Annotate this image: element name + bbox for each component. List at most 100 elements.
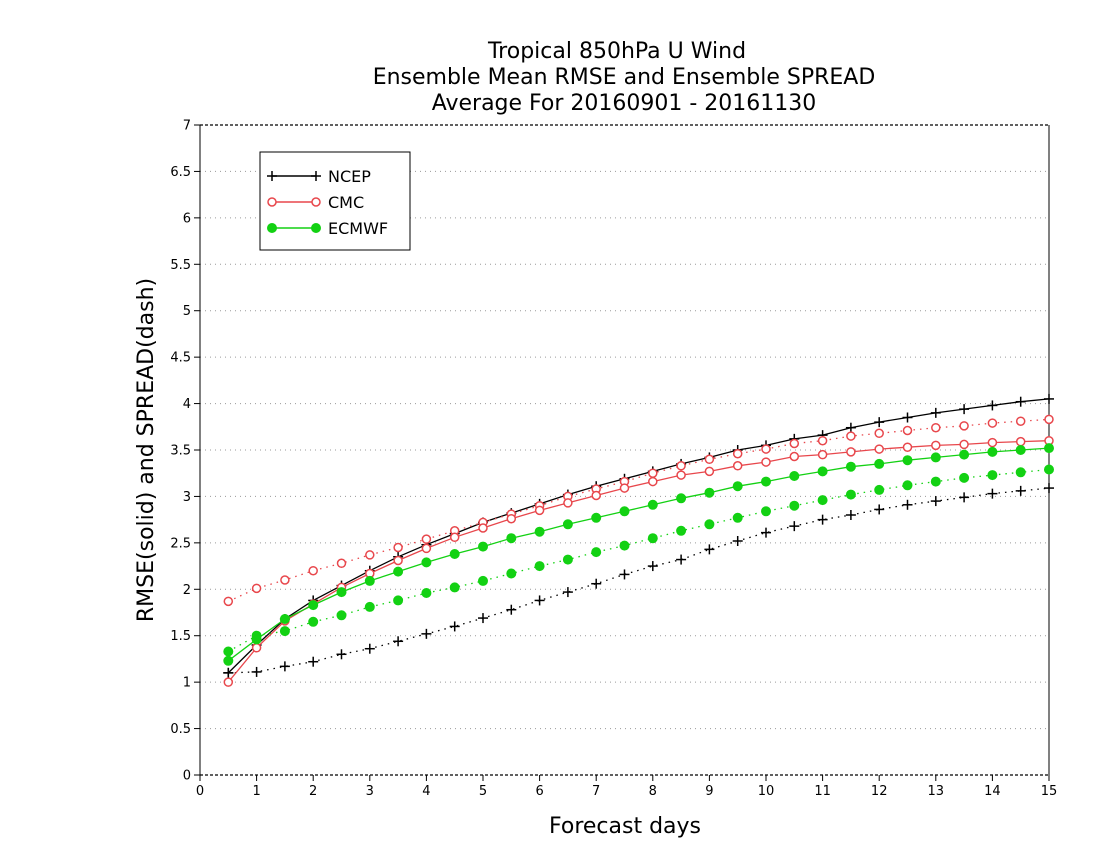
ncep-spread-point-9 [478, 613, 488, 624]
cmc-spread-point-20 [789, 438, 800, 449]
y-tick-label-6: 3 [183, 490, 191, 505]
y-tick-label-5: 2.5 [170, 536, 191, 551]
cmc-spread-point-22 [846, 431, 856, 441]
cmc-spread-point-5 [365, 550, 375, 560]
ecmwf-rmse-point-4 [336, 587, 347, 598]
ncep-rmse-point-27 [987, 400, 998, 411]
ncep-spread-point-13 [591, 578, 602, 589]
cmc-rmse-point-26 [959, 439, 969, 450]
cmc-spread-point-0 [223, 596, 234, 607]
x-tick-label-14: 14 [984, 784, 1001, 799]
ecmwf-rmse-point-21 [817, 466, 828, 477]
cmc-rmse-point-6 [393, 555, 403, 566]
ecmwf-rmse-point-22 [845, 461, 856, 472]
cmc-spread-line [228, 418, 1050, 602]
ecmwf-rmse-point-8 [449, 549, 460, 559]
ncep-rmse-point-26 [959, 404, 970, 415]
cmc-rmse-point-9 [478, 523, 488, 533]
x-tick-label-9: 9 [705, 784, 713, 799]
ecmwf-rmse-point-29 [1044, 443, 1054, 454]
ecmwf-rmse-point-16 [676, 493, 687, 504]
y-tick-label-2: 1 [183, 676, 191, 691]
cmc-rmse-point-16 [676, 470, 686, 480]
ncep-spread-point-24 [902, 499, 913, 510]
cmc-rmse-point-19 [761, 457, 771, 467]
ncep-spread-point-28 [1015, 485, 1026, 496]
ncep-rmse-point-22 [845, 422, 856, 433]
ncep-spread-point-22 [845, 510, 856, 520]
cmc-rmse-point-11 [534, 505, 545, 516]
legend-label-ecmwf: ECMWF [328, 219, 388, 238]
ncep-spread-point-14 [619, 569, 630, 580]
ecmwf-rmse-point-17 [704, 487, 715, 498]
cmc-rmse-point-12 [563, 498, 573, 508]
legend: NCEP CMC ECMWF [259, 151, 411, 251]
ncep-spread-point-3 [308, 656, 319, 667]
x-tick-label-2: 2 [309, 784, 317, 799]
legend-label-ncep: NCEP [328, 167, 371, 186]
cmc-spread-point-29 [1044, 414, 1054, 425]
y-tick-label-12: 6 [183, 211, 191, 226]
x-tick-label-13: 13 [928, 784, 945, 799]
ecmwf-spread-point-2 [279, 626, 290, 637]
cmc-spread-point-19 [761, 444, 771, 454]
y-tick-label-9: 4.5 [170, 351, 191, 366]
ncep-spread-point-15 [647, 561, 658, 572]
ecmwf-rmse-point-25 [930, 452, 941, 463]
ncep-spread-point-2 [279, 661, 290, 672]
cmc-spread-point-7 [421, 534, 432, 544]
x-tick-label-8: 8 [649, 784, 657, 799]
cmc-spread-point-17 [704, 454, 715, 465]
x-tick-label-6: 6 [535, 784, 543, 799]
ncep-spread-point-11 [534, 595, 545, 606]
ecmwf-spread-point-10 [506, 568, 517, 579]
ecmwf-rmse-point-2 [279, 614, 290, 624]
x-tick-label-11: 11 [814, 784, 831, 799]
ecmwf-rmse-point-27 [987, 446, 998, 457]
cmc-spread-point-3 [308, 565, 318, 576]
series-layer [223, 393, 1054, 687]
ncep-spread-point-27 [987, 488, 998, 499]
cmc-spread-point-4 [336, 558, 347, 569]
cmc-spread-point-28 [1015, 416, 1026, 426]
y-tick-label-1: 0.5 [170, 722, 191, 737]
ecmwf-rmse-point-18 [732, 481, 743, 492]
cmc-rmse-point-25 [931, 440, 941, 451]
legend-marker-ncep-right [311, 171, 321, 181]
cmc-spread-point-1 [251, 583, 262, 594]
y-tick-label-11: 5.5 [170, 258, 191, 273]
ecmwf-spread-point-23 [874, 484, 885, 495]
ecmwf-spread-point-13 [591, 547, 602, 558]
ncep-spread-point-29 [1044, 483, 1054, 494]
ecmwf-rmse-point-15 [647, 499, 658, 510]
cmc-spread-point-21 [817, 435, 828, 446]
y-tick-label-14: 7 [183, 119, 191, 134]
legend-marker-ecmwf-left [267, 223, 277, 233]
grid [200, 170, 1049, 730]
legend-label-cmc: CMC [328, 193, 364, 212]
ecmwf-spread-point-15 [647, 533, 658, 544]
x-tick-label-1: 1 [252, 784, 260, 799]
cmc-spread-point-16 [676, 461, 686, 471]
y-tick-label-0: 0 [183, 769, 191, 784]
x-tick-label-4: 4 [422, 784, 430, 799]
cmc-rmse-point-18 [732, 461, 743, 471]
ncep-spread-point-19 [761, 527, 771, 538]
cmc-spread-point-15 [648, 468, 658, 478]
cmc-rmse-point-28 [1015, 436, 1026, 447]
ecmwf-spread-point-3 [308, 616, 319, 627]
ecmwf-spread-point-24 [902, 480, 913, 491]
chart-title-line-1: Tropical 850hPa U Wind [487, 39, 746, 64]
ecmwf-rmse-point-20 [789, 471, 800, 481]
ecmwf-rmse-point-6 [393, 566, 404, 577]
ecmwf-spread-point-27 [987, 470, 998, 481]
y-tick-label-3: 1.5 [170, 629, 191, 644]
ecmwf-spread-point-0 [223, 646, 234, 657]
cmc-rmse-point-22 [846, 447, 856, 457]
ncep-rmse-point-25 [930, 407, 941, 418]
ecmwf-spread-point-21 [817, 495, 828, 506]
x-tick-label-15: 15 [1041, 784, 1058, 799]
ncep-spread-point-5 [364, 643, 375, 654]
ecmwf-rmse-point-14 [619, 506, 630, 517]
